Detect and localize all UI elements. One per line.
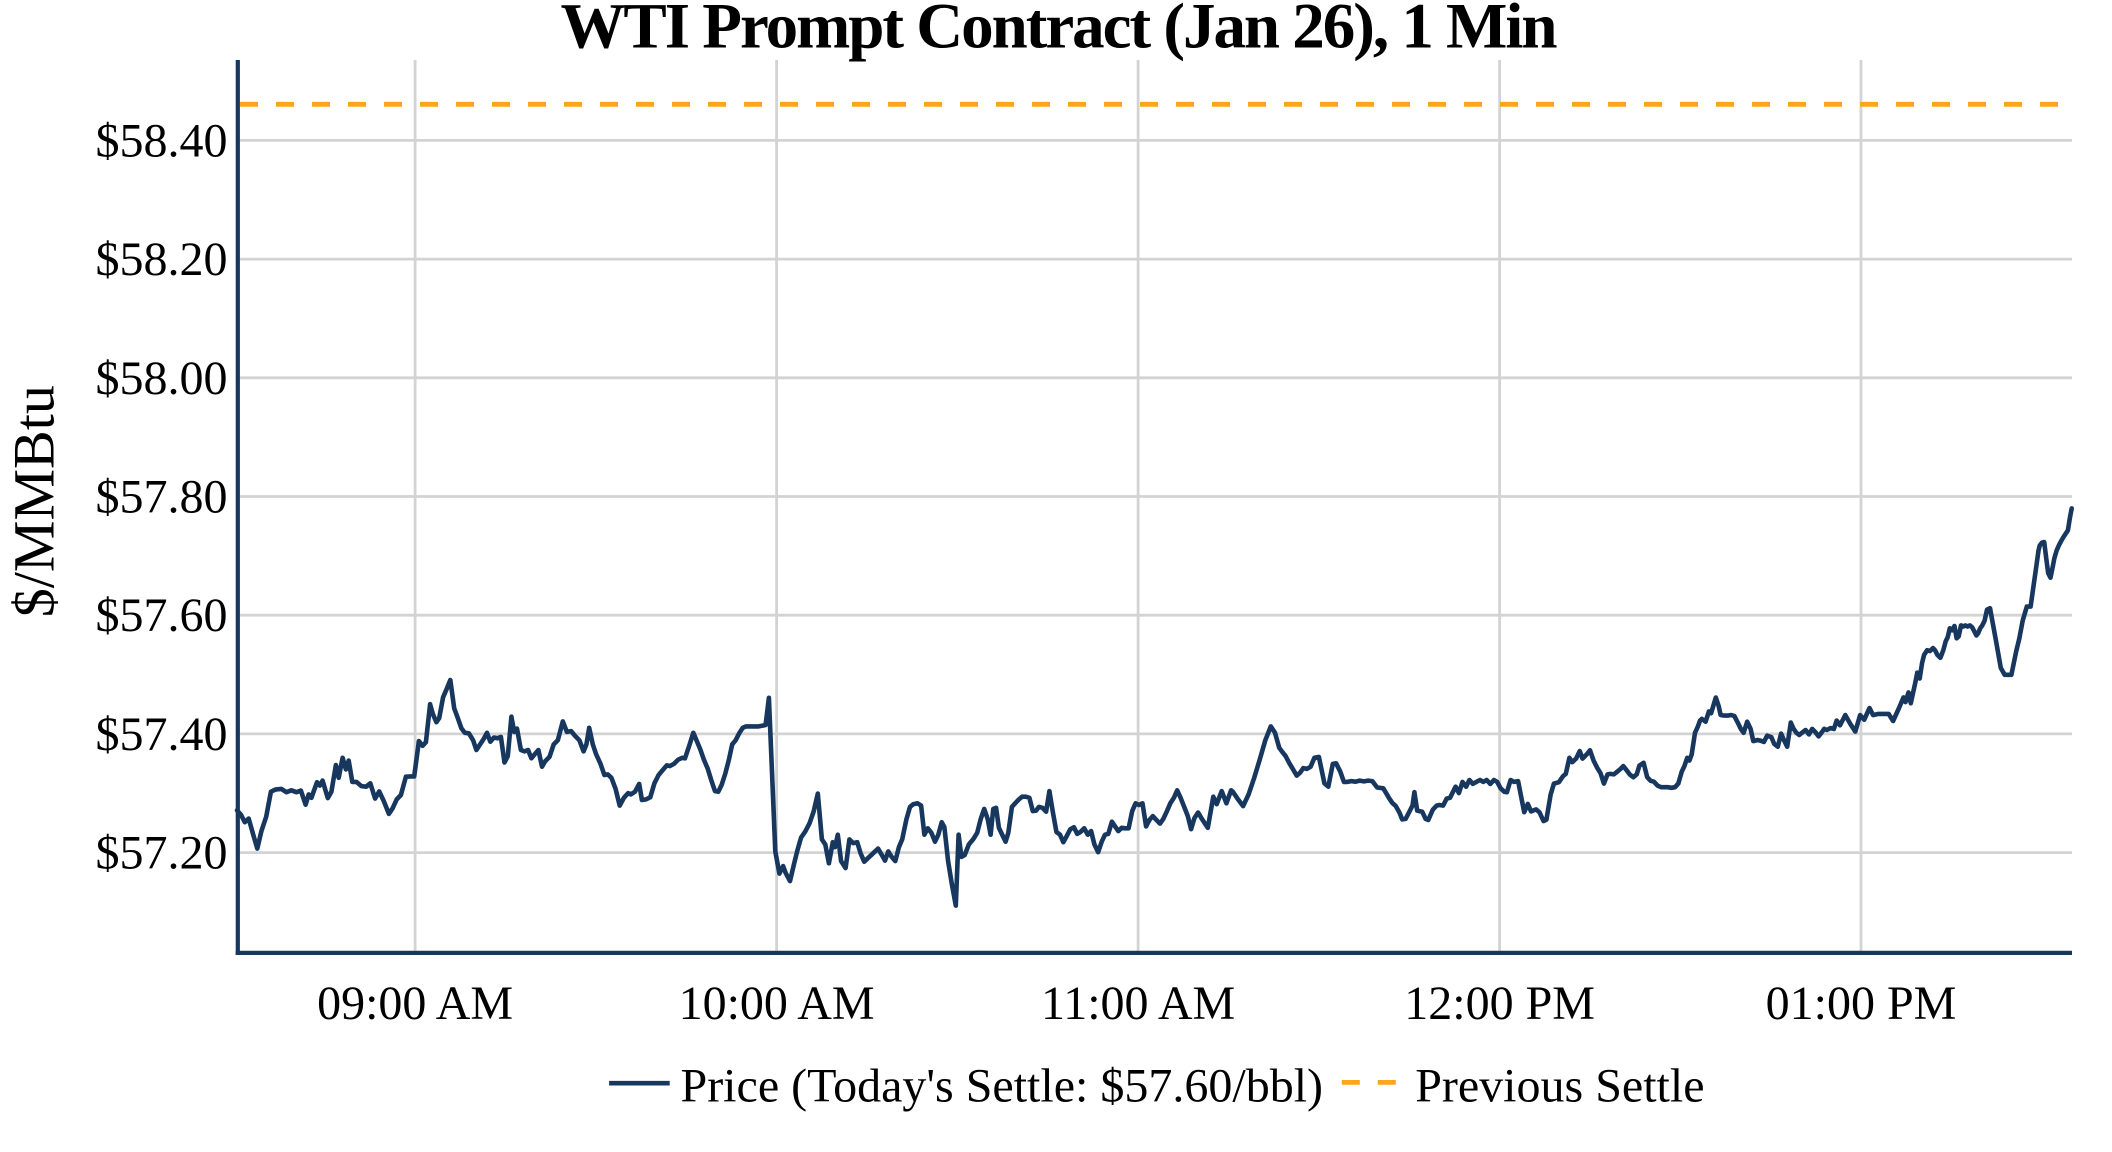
svg-text:$/MMBtu: $/MMBtu [1,385,66,617]
svg-text:$57.20: $57.20 [96,827,228,880]
svg-text:01:00 PM: 01:00 PM [1766,977,1957,1030]
svg-text:$57.40: $57.40 [96,708,228,761]
svg-text:$58.40: $58.40 [96,114,228,167]
svg-text:09:00 AM: 09:00 AM [317,977,513,1030]
svg-text:$57.60: $57.60 [96,589,228,642]
svg-text:WTI Prompt Contract (Jan 26),: WTI Prompt Contract (Jan 26), 1 Min [560,0,1557,63]
svg-text:10:00 AM: 10:00 AM [679,977,875,1030]
svg-text:Previous Settle: Previous Settle [1415,1060,1704,1113]
svg-text:11:00 AM: 11:00 AM [1041,977,1235,1030]
svg-text:$58.20: $58.20 [96,233,228,286]
svg-text:Price (Today's Settle: $57.60/: Price (Today's Settle: $57.60/bbl) [681,1060,1324,1113]
svg-text:$58.00: $58.00 [96,352,228,405]
svg-text:$57.80: $57.80 [96,471,228,524]
svg-text:12:00 PM: 12:00 PM [1404,977,1595,1030]
